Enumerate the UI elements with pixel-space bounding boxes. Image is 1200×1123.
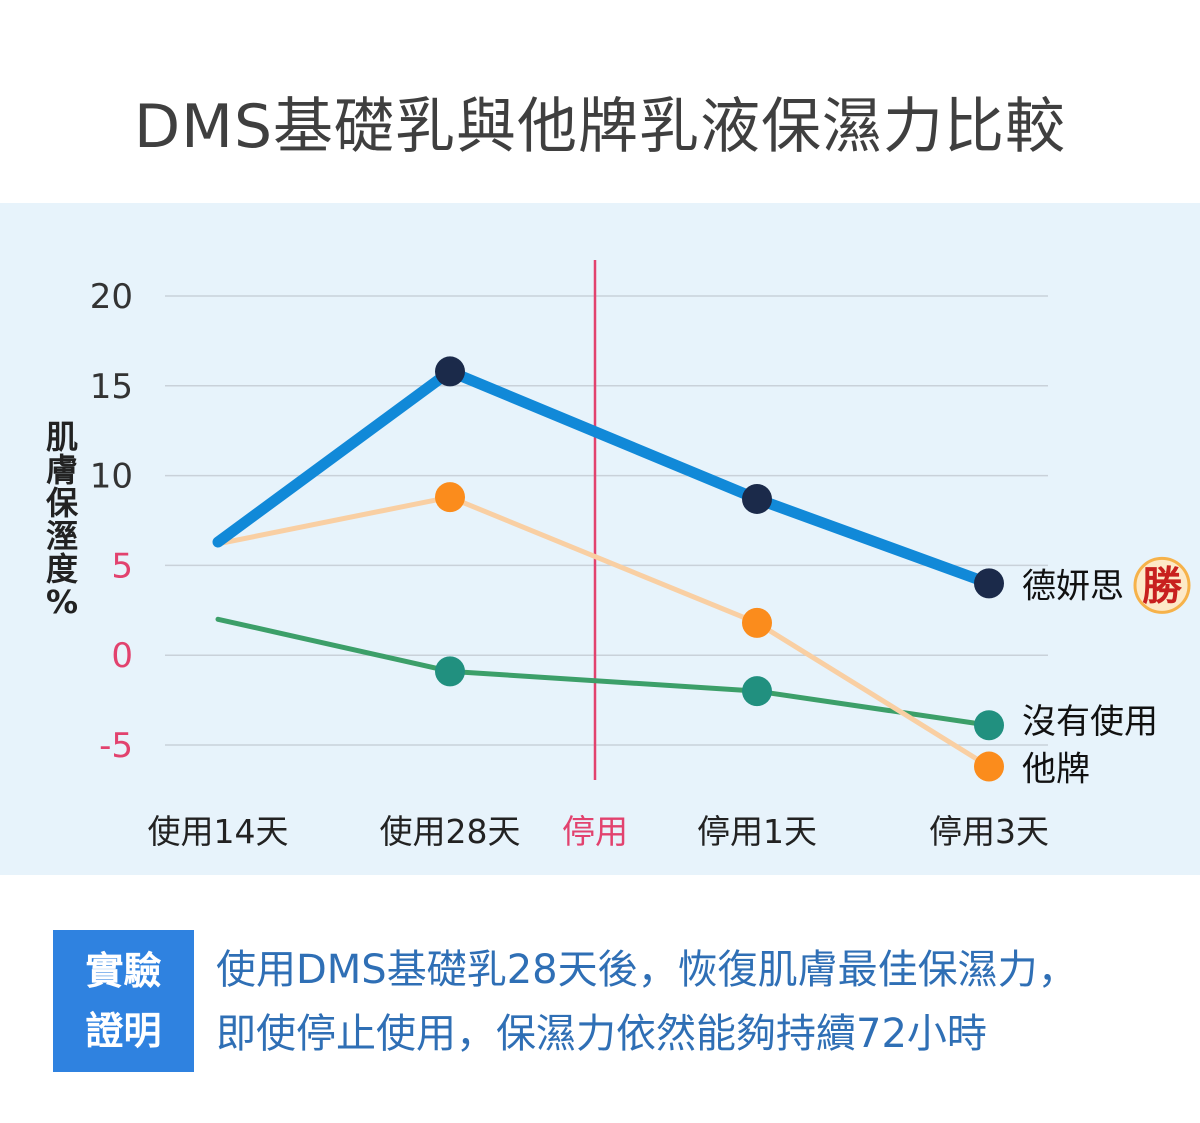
y-tick-label: 0 <box>111 636 133 676</box>
series-name-label: 他牌 <box>1022 750 1090 790</box>
x-category-label: 使用14天 <box>148 812 289 851</box>
y-axis-label-char: 肌 <box>46 418 78 456</box>
data-point <box>435 482 465 513</box>
data-point <box>435 656 465 687</box>
data-point <box>435 356 465 387</box>
y-axis-label-char: 保 <box>46 484 79 522</box>
series-name-label: 德妍思 <box>1022 566 1124 606</box>
y-tick-label: -5 <box>99 726 133 766</box>
chart-panel: 20 15 10 5 0 -5 肌膚保溼度% 使用14天 使用28天 停用 停用1天 停用3天 德妍思勝… <box>0 203 1200 875</box>
y-axis-label-char: 溼 <box>46 517 78 555</box>
series-line <box>212 365 995 589</box>
y-axis-label-char: 膚 <box>46 451 78 489</box>
moisture-line-chart: 20 15 10 5 0 -5 肌膚保溼度% 使用14天 使用28天 停用 停用1天 停用3天 德妍思勝… <box>46 260 1191 851</box>
experiment-proof-badge: 實驗 證明 <box>53 930 194 1072</box>
page-title: DMS基礎乳與他牌乳液保濕力比較 <box>133 92 1067 162</box>
data-point <box>974 710 1004 741</box>
data-point <box>742 483 772 514</box>
y-axis-label-char: 度 <box>46 550 78 588</box>
x-category-label: 停用 <box>562 812 628 851</box>
proof-line-2: 即使停止使用，保濕力依然能夠持續72小時 <box>216 1011 987 1057</box>
x-category-label: 使用28天 <box>380 812 521 851</box>
badge-line-2: 證明 <box>85 1009 162 1053</box>
y-axis-label-char: % <box>46 583 78 621</box>
win-badge-burst <box>1133 556 1191 614</box>
y-tick-label: 15 <box>90 367 133 407</box>
data-point <box>742 676 772 707</box>
x-category-label: 停用1天 <box>697 812 817 851</box>
proof-line-1: 使用DMS基礎乳28天後，恢復肌膚最佳保濕力， <box>216 947 1078 993</box>
proof-description: 使用DMS基礎乳28天後，恢復肌膚最佳保濕力， 即使停止使用，保濕力依然能夠持續… <box>216 938 1186 1066</box>
x-category-label: 停用3天 <box>929 812 1049 851</box>
y-tick-label: 20 <box>90 277 133 317</box>
y-tick-label: 10 <box>90 457 133 497</box>
series-name-label: 沒有使用 <box>1022 702 1158 742</box>
y-tick-label: 5 <box>111 546 133 586</box>
data-point <box>974 751 1004 782</box>
data-point <box>742 607 772 638</box>
series-line <box>215 494 992 770</box>
badge-line-1: 實驗 <box>85 949 162 993</box>
win-badge-text: 勝 <box>1142 562 1183 609</box>
series-line <box>215 616 992 728</box>
data-point <box>974 568 1004 599</box>
